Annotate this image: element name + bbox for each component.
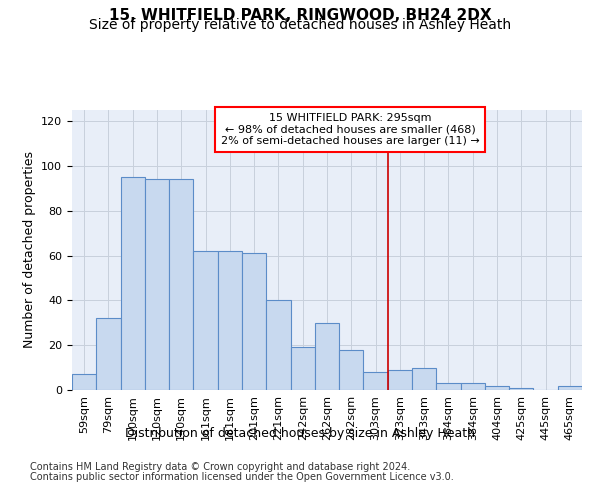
Bar (412, 368, 436, 390)
Bar (266, 300, 290, 390)
Bar (72, 374, 96, 390)
Bar (339, 350, 364, 390)
Bar (315, 323, 339, 390)
Bar (509, 388, 533, 390)
Text: Size of property relative to detached houses in Ashley Heath: Size of property relative to detached ho… (89, 18, 511, 32)
Bar (558, 386, 582, 390)
Bar (96, 318, 121, 390)
Bar (388, 370, 412, 390)
Bar (436, 384, 461, 390)
Bar (193, 251, 218, 390)
Text: Contains public sector information licensed under the Open Government Licence v3: Contains public sector information licen… (30, 472, 454, 482)
Bar (485, 386, 509, 390)
Y-axis label: Number of detached properties: Number of detached properties (23, 152, 35, 348)
Bar (461, 384, 485, 390)
Text: Contains HM Land Registry data © Crown copyright and database right 2024.: Contains HM Land Registry data © Crown c… (30, 462, 410, 472)
Bar (169, 180, 193, 390)
Bar (218, 251, 242, 390)
Bar (364, 372, 388, 390)
Bar (242, 254, 266, 390)
Bar (145, 180, 169, 390)
Bar (121, 177, 145, 390)
Text: 15, WHITFIELD PARK, RINGWOOD, BH24 2DX: 15, WHITFIELD PARK, RINGWOOD, BH24 2DX (109, 8, 491, 22)
Text: Distribution of detached houses by size in Ashley Heath: Distribution of detached houses by size … (125, 428, 475, 440)
Bar (290, 348, 315, 390)
Text: 15 WHITFIELD PARK: 295sqm
← 98% of detached houses are smaller (468)
2% of semi-: 15 WHITFIELD PARK: 295sqm ← 98% of detac… (221, 113, 479, 146)
